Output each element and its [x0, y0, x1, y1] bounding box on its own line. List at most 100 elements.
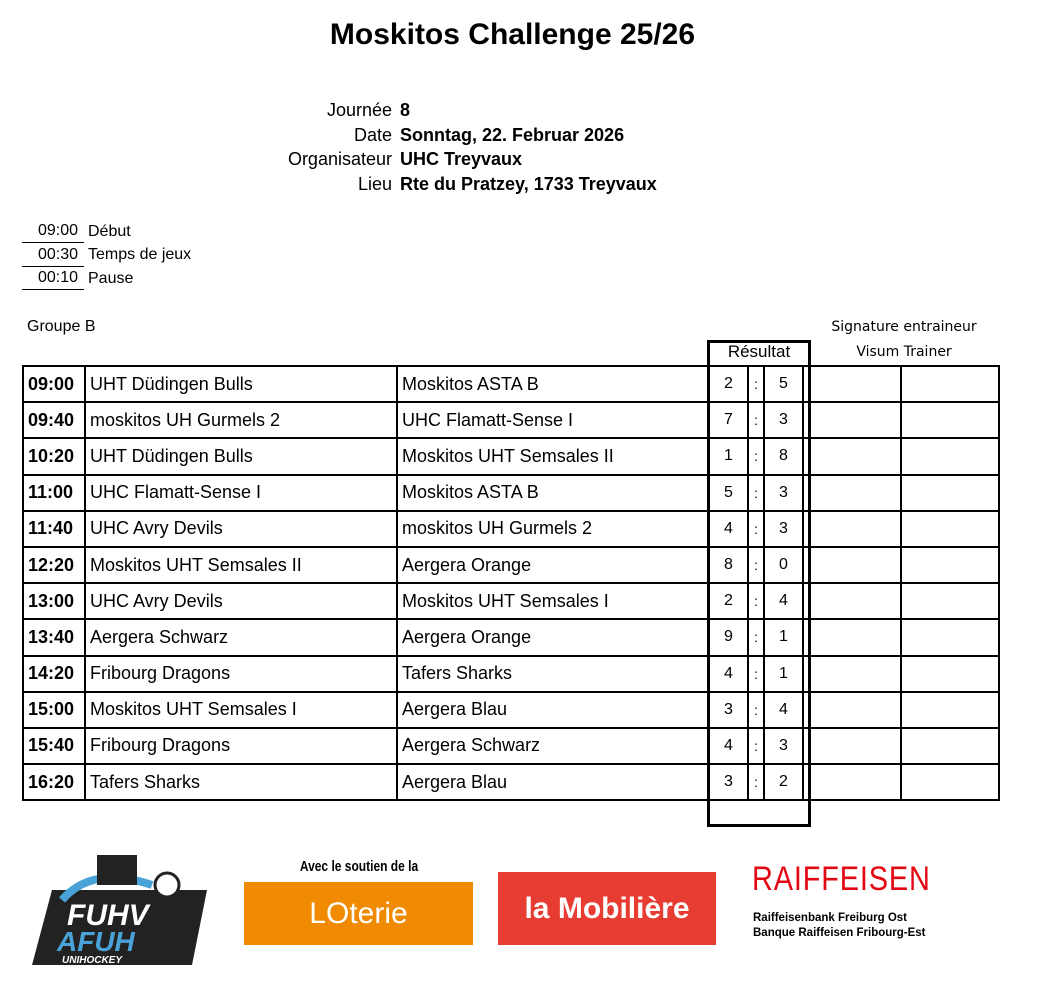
home-team: Fribourg Dragons [84, 654, 398, 693]
away-team: Aergera Orange [396, 545, 710, 585]
group-label: Groupe B [27, 318, 96, 335]
away-score: 3 [763, 401, 804, 440]
visum-cell [900, 437, 1000, 476]
signature-cell [802, 473, 902, 512]
visum-cell [900, 401, 1000, 440]
score-separator: : [747, 763, 765, 802]
visum-cell [900, 473, 1000, 512]
home-team: UHC Avry Devils [84, 509, 398, 548]
info-row: Journée 8 [200, 98, 657, 123]
away-team: Aergera Orange [396, 618, 710, 657]
fuhv-logo: FUHV AFUH UNIHOCKEY [32, 855, 217, 970]
game-row: 15:40 Fribourg Dragons Aergera Schwarz 4:3 [22, 726, 1000, 766]
home-score: 2 [708, 582, 749, 621]
raiffeisen-logo: RAIFFEISEN [752, 860, 931, 898]
visum-cell [900, 726, 1000, 766]
game-row: 10:20 UHT Düdingen Bulls Moskitos UHT Sems… [22, 437, 1000, 476]
home-score: 7 [708, 401, 749, 440]
score-separator: : [747, 509, 765, 548]
signature-cell [802, 509, 902, 548]
raiffeisen-line1: Raiffeisenbank Freiburg Ost [753, 912, 908, 924]
away-score: 4 [763, 582, 804, 621]
score-separator: : [747, 654, 765, 693]
home-score: 2 [708, 364, 749, 404]
game-row: 09:40 moskitos UH Gurmels 2 UHC Flamatt-Se… [22, 401, 1000, 440]
game-row: 13:00 UHC Avry Devils Moskitos UHT Semsale… [22, 582, 1000, 621]
score-separator: : [747, 690, 765, 729]
svg-text:UNIHOCKEY: UNIHOCKEY [62, 955, 123, 966]
game-time: 13:40 [22, 618, 86, 657]
home-team: Moskitos UHT Semsales I [84, 690, 398, 729]
game-row: 11:40 UHC Avry Devils moskitos UH Gurmels … [22, 509, 1000, 548]
game-time: 11:00 [22, 473, 86, 512]
score-separator: : [747, 364, 765, 404]
time-row: 00:30 Temps de jeux [22, 244, 191, 268]
away-team: Moskitos ASTA B [396, 473, 710, 512]
game-time: 10:20 [22, 437, 86, 476]
loterie-romande-logo: LOterie Romande [244, 882, 473, 993]
time-label: Pause [88, 269, 134, 287]
signature-cell [802, 582, 902, 621]
svg-text:AFUH: AFUH [56, 926, 136, 957]
home-team: Fribourg Dragons [84, 726, 398, 766]
home-score: 8 [708, 545, 749, 585]
home-team: UHT Düdingen Bulls [84, 437, 398, 476]
game-time: 09:40 [22, 401, 86, 440]
game-row: 15:00 Moskitos UHT Semsales I Aergera Blau… [22, 690, 1000, 729]
visum-cell [900, 509, 1000, 548]
visum-cell [900, 545, 1000, 585]
home-score: 4 [708, 509, 749, 548]
game-row: 16:20 Tafers Sharks Aergera Blau 3:2 [22, 763, 1000, 802]
result-header: Résultat [727, 342, 791, 361]
visum-cell [900, 582, 1000, 621]
raiffeisen-line2: Banque Raiffeisen Fribourg-Est [753, 927, 926, 939]
info-value: 8 [400, 100, 411, 120]
score-separator: : [747, 618, 765, 657]
signature-cell [802, 726, 902, 766]
visum-cell [900, 618, 1000, 657]
game-row: 13:40 Aergera Schwarz Aergera Orange 9:1 [22, 618, 1000, 657]
info-label: Organisateur [287, 149, 392, 169]
away-team: UHC Flamatt-Sense I [396, 401, 710, 440]
info-value: Sonntag, 22. Februar 2026 [400, 124, 625, 145]
away-team: Aergera Blau [396, 690, 710, 729]
away-team: Tafers Sharks [396, 654, 710, 693]
home-score: 4 [708, 726, 749, 766]
home-score: 1 [708, 437, 749, 476]
time-label: Temps de jeux [88, 246, 192, 264]
score-separator: : [747, 401, 765, 440]
game-time: 15:40 [22, 726, 86, 766]
visum-cell [900, 690, 1000, 729]
away-team: Aergera Schwarz [396, 726, 710, 766]
home-team: UHC Flamatt-Sense I [84, 473, 398, 512]
time-label: Début [88, 222, 131, 240]
signature-cell [802, 545, 902, 585]
signature-cell [802, 690, 902, 729]
svg-text:FUHV: FUHV [67, 899, 152, 932]
signature-cell [802, 437, 902, 476]
info-label: Lieu [357, 173, 392, 194]
home-team: UHC Avry Devils [84, 582, 398, 621]
score-separator: : [747, 726, 765, 766]
away-score: 1 [763, 654, 804, 693]
info-label: Journée [326, 100, 392, 120]
schedule-table: 09:00 UHT Düdingen Bulls Moskitos ASTA B 2:… [22, 364, 1000, 802]
home-team: Tafers Sharks [84, 763, 398, 802]
time-row: 00:10 Pause [22, 267, 191, 291]
score-separator: : [747, 545, 765, 585]
away-team: Aergera Blau [396, 763, 710, 802]
game-time: 09:00 [22, 364, 86, 404]
signature-header: Signature entraineur [831, 319, 977, 335]
time-value: 00:30 [22, 244, 84, 267]
signature-cell [802, 654, 902, 693]
info-row: Organisateur UHC Treyvaux [200, 147, 657, 172]
away-score: 1 [763, 618, 804, 657]
home-team: Aergera Schwarz [84, 618, 398, 657]
info-row: Lieu Rte du Pratzey, 1733 Treyvaux [200, 172, 657, 197]
away-team: Moskitos UHT Semsales I [396, 582, 710, 621]
visum-header: Visum Trainer [856, 344, 952, 360]
signature-cell [802, 618, 902, 657]
score-separator: : [747, 437, 765, 476]
